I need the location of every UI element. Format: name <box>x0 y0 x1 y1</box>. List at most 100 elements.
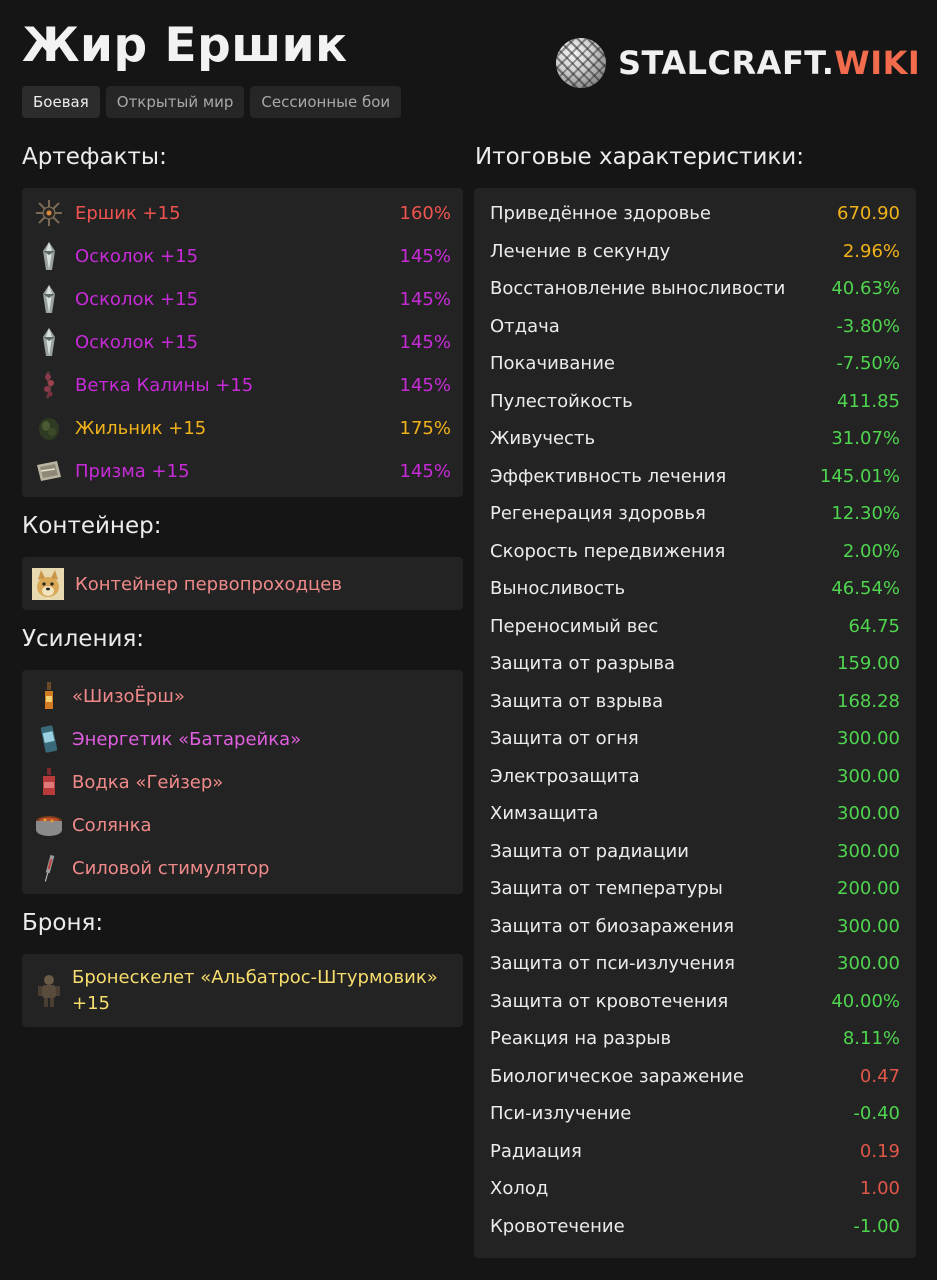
stat-row: Пулестойкость 411.85 <box>490 391 900 412</box>
stat-label: Пси-излучение <box>490 1103 632 1124</box>
stat-label: Регенерация здоровья <box>490 503 706 524</box>
stat-value: 670.90 <box>837 203 900 224</box>
artifact-item[interactable]: Осколок +15 145% <box>22 284 463 314</box>
doge-icon <box>32 568 64 600</box>
stat-row: Эффективность лечения 145.01% <box>490 466 900 487</box>
stat-label: Защита от огня <box>490 728 639 749</box>
stat-row: Электрозащита 300.00 <box>490 766 900 787</box>
crystal-shard-icon <box>34 284 64 314</box>
stat-label: Живучесть <box>490 428 596 449</box>
stat-value: 300.00 <box>837 953 900 974</box>
stat-label: Восстановление выносливости <box>490 278 786 299</box>
artifact-name: Ветка Калины +15 <box>75 374 254 396</box>
stat-row: Защита от огня 300.00 <box>490 728 900 749</box>
stat-row: Регенерация здоровья 12.30% <box>490 503 900 524</box>
stat-value: -1.00 <box>853 1215 900 1237</box>
artifact-item[interactable]: Ершик +15 160% <box>22 198 463 228</box>
stat-label: Лечение в секунду <box>490 240 671 262</box>
vodka-bottle-icon <box>34 767 64 797</box>
boosts-panel: «ШизоЁрш» Энергетик «Батарейка» Водка «Г… <box>22 670 463 894</box>
soup-pot-icon <box>34 810 64 840</box>
stats-heading: Итоговые характеристики: <box>475 144 804 170</box>
stat-label: Пулестойкость <box>490 390 633 412</box>
boost-name: Энергетик «Батарейка» <box>72 728 302 750</box>
stat-label: Реакция на разрыв <box>490 1028 672 1049</box>
stalcraft-wiki-logo[interactable]: STALCRAFT.WIKI <box>556 38 920 88</box>
stat-label: Выносливость <box>490 578 626 599</box>
tab-session-battles[interactable]: Сессионные бои <box>250 86 402 118</box>
stat-row: Скорость передвижения 2.00% <box>490 541 900 562</box>
tab-open-world[interactable]: Открытый мир <box>105 86 245 118</box>
container-panel: Контейнер первопроходцев <box>22 557 463 610</box>
stat-label: Защита от взрыва <box>490 690 664 712</box>
artifact-name: Осколок +15 <box>75 331 199 353</box>
stat-label: Химзащита <box>490 803 599 824</box>
artifact-item[interactable]: Осколок +15 145% <box>22 327 463 357</box>
puzzle-globe-icon <box>556 38 606 88</box>
artifact-name: Осколок +15 <box>75 245 199 267</box>
boost-item[interactable]: Силовой стимулятор <box>22 852 463 884</box>
spiky-ball-icon <box>34 198 64 228</box>
crystal-shard-icon <box>34 327 64 357</box>
logo-text: STALCRAFT.WIKI <box>618 44 921 82</box>
armor-item[interactable]: Бронескелет «Альбатрос-Штурмовик» +15 <box>22 964 463 1018</box>
boost-item[interactable]: Солянка <box>22 809 463 841</box>
stat-label: Защита от кровотечения <box>490 990 729 1012</box>
stat-value: 40.00% <box>831 990 900 1012</box>
armor-heading: Броня: <box>22 910 104 936</box>
container-item[interactable]: Контейнер первопроходцев <box>22 568 463 600</box>
artifact-percent: 145% <box>399 460 451 482</box>
stat-label: Приведённое здоровье <box>490 203 711 224</box>
stat-value: 2.00% <box>842 540 900 562</box>
artifact-item[interactable]: Осколок +15 145% <box>22 241 463 271</box>
stat-label: Биологическое заражение <box>490 1065 744 1087</box>
boost-name: Водка «Гейзер» <box>72 771 224 793</box>
artifacts-heading: Артефакты: <box>22 144 167 170</box>
crystal-shard-icon <box>34 241 64 271</box>
stat-row: Приведённое здоровье 670.90 <box>490 203 900 224</box>
boost-item[interactable]: Водка «Гейзер» <box>22 766 463 798</box>
stats-panel: Приведённое здоровье 670.90 Лечение в секу… <box>474 188 916 1258</box>
container-name: Контейнер первопроходцев <box>75 573 342 595</box>
stat-row: Пси-излучение -0.40 <box>490 1103 900 1124</box>
stat-value: 8.11% <box>842 1028 900 1049</box>
stat-value: 12.30% <box>831 503 900 524</box>
stat-value: 200.00 <box>837 878 900 899</box>
artifact-item[interactable]: Призма +15 145% <box>22 456 463 486</box>
stat-value: -3.80% <box>836 315 900 337</box>
stat-value: -7.50% <box>836 353 900 374</box>
tab-combat[interactable]: Боевая <box>22 86 100 118</box>
stat-label: Защита от пси-излучения <box>490 953 735 974</box>
stat-row: Защита от температуры 200.00 <box>490 878 900 899</box>
stat-label: Защита от температуры <box>490 878 723 899</box>
energy-can-icon <box>34 724 64 754</box>
stat-value: 0.19 <box>859 1140 900 1162</box>
stat-row: Реакция на разрыв 8.11% <box>490 1028 900 1049</box>
stat-value: 1.00 <box>859 1178 900 1199</box>
artifact-item[interactable]: Жильник +15 175% <box>22 413 463 443</box>
artifact-name: Осколок +15 <box>75 288 199 310</box>
stat-label: Электрозащита <box>490 765 640 787</box>
stat-row: Выносливость 46.54% <box>490 578 900 599</box>
stat-row: Защита от кровотечения 40.00% <box>490 991 900 1012</box>
stat-row: Биологическое заражение 0.47 <box>490 1066 900 1087</box>
boost-item[interactable]: Энергетик «Батарейка» <box>22 723 463 755</box>
stat-label: Кровотечение <box>490 1215 625 1237</box>
stat-row: Защита от разрыва 159.00 <box>490 653 900 674</box>
artifact-percent: 160% <box>399 202 451 224</box>
artifacts-panel: Ершик +15 160% Осколок +15 145% Осколок … <box>22 188 463 497</box>
stat-row: Защита от взрыва 168.28 <box>490 691 900 712</box>
stat-row: Покачивание -7.50% <box>490 353 900 374</box>
boost-item[interactable]: «ШизоЁрш» <box>22 680 463 712</box>
stat-value: 145.01% <box>819 465 900 487</box>
syringe-icon <box>34 853 64 883</box>
stat-label: Скорость передвижения <box>490 540 726 562</box>
stat-row: Восстановление выносливости 40.63% <box>490 278 900 299</box>
stat-value: 300.00 <box>837 803 900 824</box>
artifact-item[interactable]: Ветка Калины +15 145% <box>22 370 463 400</box>
artifact-percent: 175% <box>399 417 451 439</box>
container-heading: Контейнер: <box>22 513 162 539</box>
bottle-icon <box>34 681 64 711</box>
stat-value: 411.85 <box>837 390 900 412</box>
artifact-percent: 145% <box>399 288 451 310</box>
